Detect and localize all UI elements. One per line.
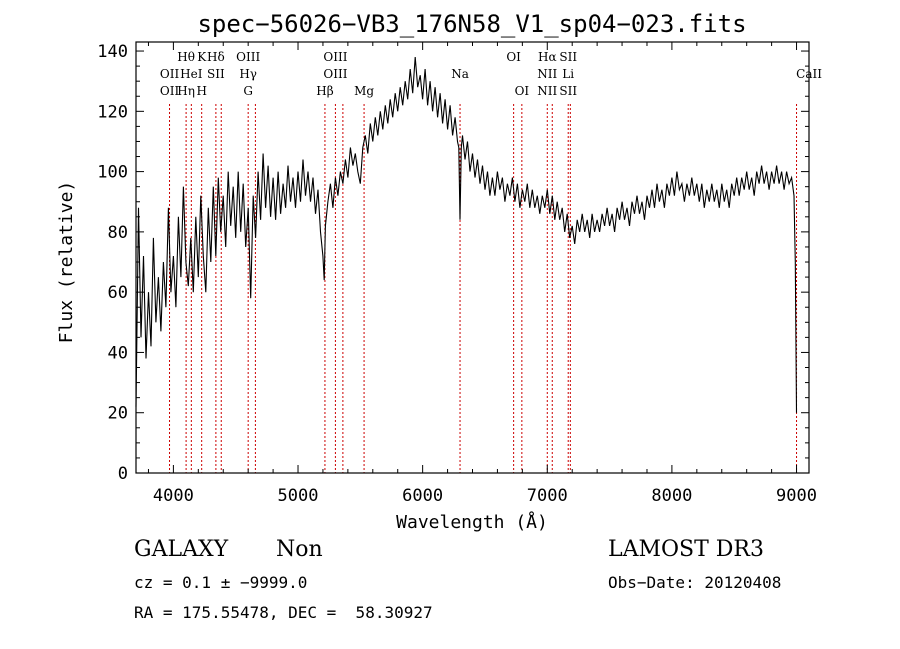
- line-marker-label: OIII: [323, 67, 347, 81]
- survey-name: LAMOST DR3: [608, 537, 764, 562]
- line-marker-label: K: [197, 50, 207, 64]
- line-marker-label: NII: [537, 67, 557, 81]
- y-tick-label: 120: [97, 102, 128, 122]
- x-tick-label: 7000: [527, 486, 568, 506]
- line-marker-label: OI: [515, 84, 530, 98]
- y-tick-label: 140: [97, 42, 128, 62]
- line-marker-label: Li: [562, 67, 574, 81]
- line-marker-label: OI: [506, 50, 521, 64]
- line-marker-label: Na: [451, 67, 469, 81]
- x-tick-label: 8000: [651, 486, 692, 506]
- line-marker-label: Mg: [354, 84, 374, 98]
- x-tick-label: 5000: [278, 486, 319, 506]
- x-tick-label: 9000: [776, 486, 817, 506]
- y-tick-label: 0: [118, 464, 128, 484]
- line-marker-label: OII: [160, 84, 180, 98]
- line-marker-label: NII: [537, 84, 557, 98]
- coordinates: RA = 175.55478, DEC = 58.30927: [134, 603, 433, 622]
- emission-line-markers: OII OII Hθ Hη HeI K H Hδ SII OIII Hγ G Hβ OIII OIII Mg N…: [160, 50, 822, 473]
- spectrum-series-line: [135, 57, 798, 413]
- line-marker-label: Hη: [177, 84, 195, 98]
- y-tick-label: 60: [108, 283, 128, 303]
- x-axis-ticks: 4000 5000 6000 7000 8000 9000: [147, 42, 817, 506]
- line-marker-label: Hθ: [177, 50, 195, 64]
- y-tick-label: 40: [108, 343, 128, 363]
- plot-frame: [135, 41, 810, 474]
- y-tick-label: 20: [108, 404, 128, 424]
- line-marker-label: Hγ: [239, 67, 257, 81]
- line-marker-label: SII: [559, 84, 577, 98]
- redshift-line: cz = 0.1 ± −9999.0: [134, 573, 308, 592]
- object-class: GALAXY: [134, 537, 229, 562]
- line-marker-label: G: [243, 84, 253, 98]
- observation-date: Obs−Date: 20120408: [608, 573, 782, 592]
- line-marker-label: Hα: [538, 50, 557, 64]
- line-marker-label: OIII: [236, 50, 260, 64]
- chart-title: spec−56026−VB3_176N58_V1_sp04−023.fits: [197, 10, 746, 38]
- y-tick-label: 80: [108, 223, 128, 243]
- line-marker-label: H: [196, 84, 206, 98]
- line-marker-label: Hβ: [316, 84, 333, 98]
- line-marker-label: OIII: [323, 50, 347, 64]
- line-marker-label: SII: [559, 50, 577, 64]
- line-marker-label: Hδ: [207, 50, 225, 64]
- x-tick-label: 6000: [402, 486, 443, 506]
- line-marker-label: SII: [207, 67, 225, 81]
- y-axis-ticks: 0 20 40 60 80 100 120 140: [97, 42, 809, 484]
- x-tick-label: 4000: [153, 486, 194, 506]
- y-tick-label: 100: [97, 163, 128, 183]
- y-axis-label: Flux (relative): [56, 181, 77, 344]
- x-axis-label: Wavelength (Å): [396, 511, 548, 533]
- line-marker-label: OII: [160, 67, 180, 81]
- line-marker-label: HeI: [180, 67, 203, 81]
- object-subclass: Non: [276, 537, 323, 562]
